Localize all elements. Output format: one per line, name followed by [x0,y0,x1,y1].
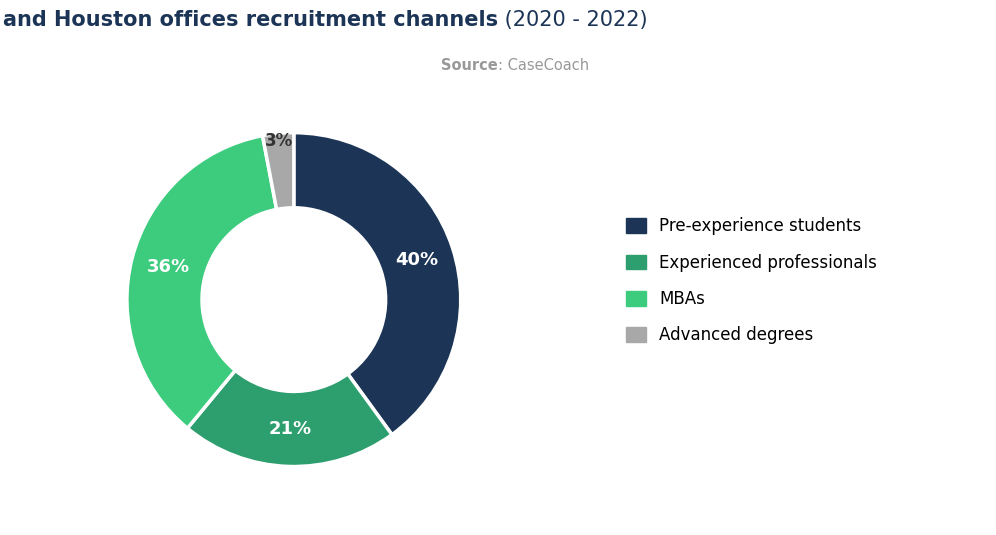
Wedge shape [126,136,277,428]
Text: (2020 - 2022): (2020 - 2022) [498,10,647,30]
Wedge shape [187,370,392,467]
Text: 3%: 3% [265,132,293,150]
Text: : CaseCoach: : CaseCoach [498,58,589,73]
Text: MBB Dallas and Houston offices recruitment channels: MBB Dallas and Houston offices recruitme… [0,10,498,30]
Wedge shape [263,133,294,209]
Text: 36%: 36% [147,258,190,277]
Text: Source: Source [441,58,498,73]
Text: 21%: 21% [268,420,312,438]
Wedge shape [294,133,461,434]
Text: 40%: 40% [395,250,438,269]
Legend: Pre-experience students, Experienced professionals, MBAs, Advanced degrees: Pre-experience students, Experienced pro… [620,211,884,351]
